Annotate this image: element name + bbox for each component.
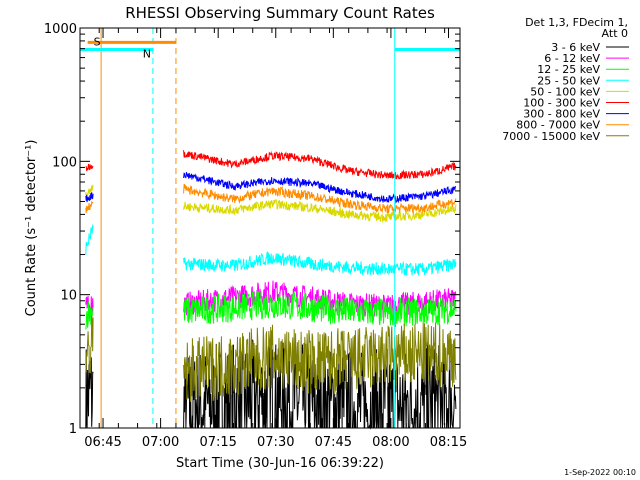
series-line-5-seg-0 [85, 163, 94, 172]
legend-label-8: 7000 - 15000 keV [502, 130, 600, 143]
series-line-7-seg-0 [85, 200, 94, 214]
legend-label-6: 300 - 800 keV [523, 108, 600, 121]
legend-label-5: 100 - 300 keV [523, 97, 600, 110]
x-axis: 06:45 07:00 07:15 07:30 07:45 08:00 08:15 [79, 28, 467, 450]
series-line-8-seg-1 [183, 322, 457, 403]
legend-label-2: 12 - 25 keV [537, 63, 600, 76]
flag-s-label: S [94, 35, 101, 48]
legend-label-7: 800 - 7000 keV [516, 119, 600, 132]
date-stamp: 1-Sep-2022 00:10 [564, 468, 636, 477]
plot-frame [79, 27, 461, 429]
legend-label-1: 6 - 12 keV [544, 52, 600, 65]
series-line-5-seg-1 [183, 150, 457, 180]
y-tick-label-2: 100 [52, 155, 77, 170]
series-line-1-seg-1 [183, 280, 457, 318]
flag-n-label: N [143, 47, 151, 60]
legend-label-4: 50 - 100 keV [530, 85, 600, 98]
series-line-7-seg-1 [183, 183, 457, 215]
x-tick-label-1: 07:00 [142, 435, 179, 450]
x-tick-label-5: 08:00 [372, 435, 409, 450]
x-tick-label-6: 08:15 [430, 435, 467, 450]
y-axis: 1 10 100 1000 [44, 22, 460, 437]
x-tick-label-2: 07:15 [199, 435, 236, 450]
series-layer [85, 150, 457, 430]
series-line-3-seg-0 [85, 224, 94, 256]
x-axis-label: Start Time (30-Jun-16 06:39:22) [176, 456, 384, 471]
x-tick-label-0: 06:45 [84, 435, 121, 450]
series-line-6-seg-1 [183, 171, 457, 204]
series-line-3-seg-1 [183, 251, 457, 276]
series-line-8-seg-0 [85, 315, 94, 374]
legend-label-0: 3 - 6 keV [551, 41, 600, 54]
legend-header-0: Det 1,3, FDecim 1, [525, 16, 628, 29]
series-line-2-seg-1 [183, 290, 457, 328]
y-tick-label-0: 1 [69, 422, 77, 437]
chart-title: RHESSI Observing Summary Count Rates [125, 4, 435, 22]
x-tick-label-4: 07:45 [315, 435, 352, 450]
y-axis-label: Count Rate (s⁻¹ detector⁻¹) [24, 140, 39, 317]
series-line-4-seg-1 [183, 199, 457, 224]
x-tick-label-3: 07:30 [257, 435, 294, 450]
series-line-6-seg-0 [85, 192, 94, 203]
legend-label-3: 25 - 50 keV [537, 74, 600, 87]
y-tick-label-1: 10 [60, 289, 77, 304]
y-tick-label-3: 1000 [44, 22, 77, 37]
legend-header-1: Att 0 [602, 27, 628, 40]
